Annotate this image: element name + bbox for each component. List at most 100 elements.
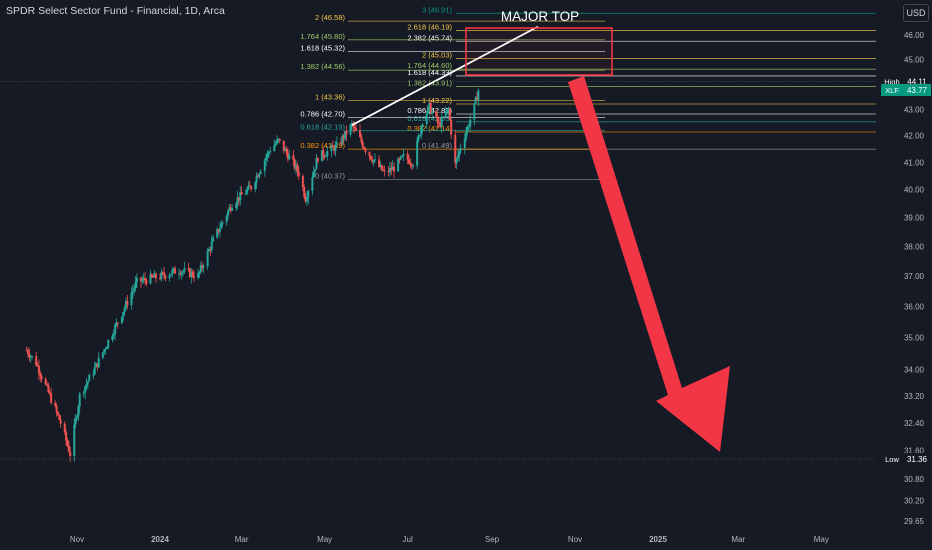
candle-body — [152, 276, 155, 278]
candle-body — [130, 293, 133, 306]
candle-body — [458, 150, 461, 156]
candle-body — [463, 138, 466, 149]
candle-body — [104, 348, 107, 350]
candle-body — [266, 152, 269, 158]
candle-body — [345, 130, 348, 135]
fib-right-label: 3 (46.91) — [422, 5, 453, 14]
candle-body — [439, 122, 442, 127]
time-axis-tick: Sep — [485, 535, 500, 544]
candle-body — [388, 167, 391, 173]
candle-body — [476, 97, 479, 100]
candle-body — [288, 155, 291, 160]
candle-body — [63, 423, 66, 433]
price-axis-tick: 38.00 — [904, 242, 925, 251]
candle-body — [74, 418, 77, 425]
candle-body — [180, 272, 183, 275]
price-axis-tick: 39.00 — [904, 214, 925, 223]
candle-body — [391, 166, 394, 171]
candle-body — [361, 142, 364, 148]
candle-body — [169, 274, 172, 276]
candle-body — [46, 384, 49, 386]
price-axis-tick: 40.00 — [904, 186, 925, 195]
time-axis-tick: 2025 — [649, 535, 667, 544]
candle-body — [379, 164, 382, 167]
candle-body — [206, 251, 209, 267]
candle-body — [67, 445, 70, 452]
candle-body — [315, 158, 318, 170]
price-axis-tick: 45.00 — [904, 55, 925, 64]
candle-body — [265, 157, 268, 161]
candle-body — [54, 402, 57, 406]
candle-body — [473, 103, 476, 120]
candle-body — [115, 322, 118, 326]
candle-body — [58, 414, 61, 420]
candle-body — [273, 145, 276, 152]
candle-body — [168, 275, 171, 279]
candle-body — [277, 138, 280, 140]
currency-button[interactable]: USD — [903, 4, 929, 22]
candle-body — [421, 124, 424, 127]
candle-body — [95, 363, 98, 368]
last-price-badge-value: 43.77 — [907, 86, 928, 95]
candle-body — [202, 266, 205, 268]
candle-body — [221, 222, 224, 224]
candle-body — [182, 271, 185, 273]
candle-body — [339, 142, 342, 144]
candle-body — [35, 356, 38, 366]
candle-body — [465, 132, 468, 139]
candle-body — [116, 322, 119, 324]
candle-body — [450, 119, 453, 135]
fib-left-label: 0.786 (42.70) — [300, 109, 345, 118]
candle-body — [258, 173, 261, 177]
high-badge-value: 44.11 — [907, 77, 927, 86]
candle-body — [229, 207, 232, 211]
candle-body — [427, 106, 430, 114]
fib-left-label: 0.382 (41.49) — [300, 141, 345, 150]
candle-body — [160, 272, 163, 279]
candle-body — [40, 376, 43, 379]
time-axis-tick: Nov — [568, 535, 582, 544]
candle-body — [320, 150, 323, 162]
candle-body — [455, 158, 458, 164]
candle-body — [412, 165, 415, 167]
candle-body — [390, 167, 393, 171]
candle-body — [48, 392, 51, 394]
fib-left-label: 1.618 (45.32) — [300, 43, 345, 52]
candle-body — [144, 278, 147, 281]
candle-body — [120, 316, 123, 323]
candle-body — [459, 148, 462, 151]
price-axis-tick: 33.20 — [904, 392, 925, 401]
candle-body — [311, 177, 314, 191]
candle-body — [220, 223, 223, 229]
candle-body — [399, 156, 402, 160]
candle-body — [410, 164, 413, 166]
candle-body — [198, 271, 201, 274]
candle-body — [44, 378, 47, 385]
candle-body — [76, 416, 78, 419]
candle-body — [278, 138, 281, 141]
candle-body — [364, 148, 367, 152]
fib-right-label: 2 (45.03) — [422, 51, 453, 60]
candle-body — [161, 272, 164, 274]
candle-body — [316, 158, 319, 162]
candle-body — [27, 350, 30, 355]
candle-body — [383, 170, 386, 172]
fib-left-label: 0 (40.37) — [315, 171, 346, 180]
candle-body — [425, 113, 428, 125]
candle-body — [31, 356, 34, 358]
candle-body — [145, 280, 148, 284]
price-axis-tick: 43.00 — [904, 106, 925, 115]
candle-body — [188, 269, 191, 278]
candle-body — [197, 273, 200, 278]
candle-body — [142, 278, 145, 281]
candle-body — [163, 272, 166, 276]
forecast-down-arrow — [568, 76, 730, 452]
candle-body — [409, 163, 412, 165]
time-axis-tick: Mar — [731, 535, 745, 544]
candle-body — [193, 276, 196, 278]
candle-body — [417, 135, 420, 141]
price-axis-tick: 36.00 — [904, 302, 925, 311]
candle-body — [216, 229, 219, 238]
candle-body — [286, 152, 289, 160]
